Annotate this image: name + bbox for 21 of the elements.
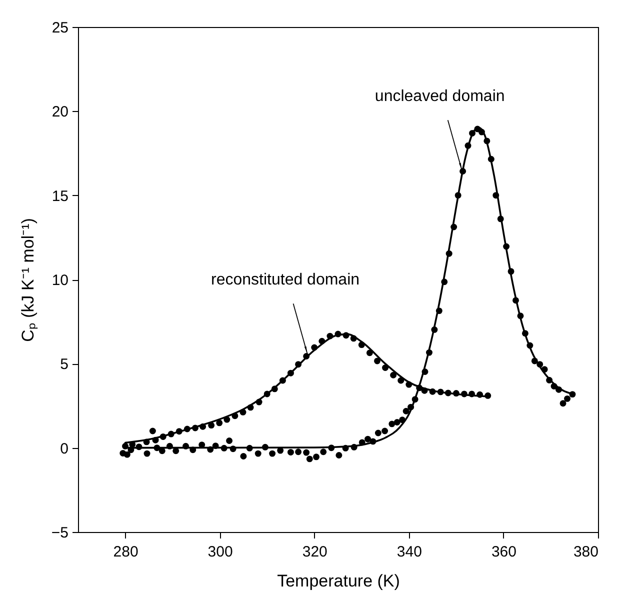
y-tick-label: −5 [51,524,68,542]
x-tick-label: 280 [113,544,138,560]
x-tick-label: 380 [573,544,598,560]
x-tick-label: 320 [302,544,328,560]
y-tick-label: 5 [60,356,68,374]
x-tick-label: 360 [491,544,516,560]
y-axis-title: Cₚ (kJ K⁻¹ mol⁻¹) [18,218,38,342]
point [374,358,380,364]
annotation: reconstituted domain [211,272,360,289]
x-axis-title: Temperature (K) [277,572,400,590]
y-tick-label: 15 [52,188,68,205]
point [149,428,156,434]
y-tick-label: 25 [52,20,68,36]
point [216,420,223,426]
x-tick-label: 340 [396,544,422,560]
x-tick-label: 300 [208,544,233,560]
annotation: uncleaved domain [374,88,505,106]
y-tick-label: 10 [52,272,68,289]
y-tick-label: 20 [52,104,68,121]
point [390,372,397,378]
y-tick-label: 0 [60,440,68,458]
